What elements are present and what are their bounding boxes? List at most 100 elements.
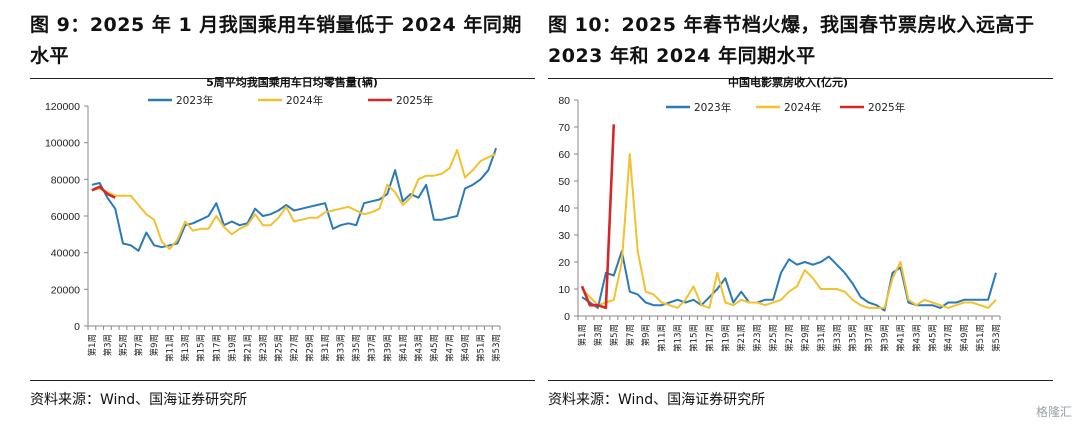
x-tick-label: 第47周	[444, 334, 455, 362]
x-tick-label: 第31周	[320, 334, 331, 362]
x-tick-label: 第27周	[289, 334, 300, 362]
x-tick-label: 第45周	[429, 334, 440, 362]
y-tick-label: 0	[74, 321, 80, 333]
series-line-2025年	[91, 185, 116, 199]
x-tick-label: 第3周	[593, 324, 604, 346]
x-tick-label: 第39周	[382, 334, 393, 362]
x-tick-label: 第17周	[211, 334, 222, 362]
legend-item: 2025年	[368, 94, 433, 107]
box-office-chart: 中国电影票房收入(亿元) 0 10 20 30 40 50 60 70 80 第1周 第3周 第5周 第7…	[558, 75, 1002, 352]
y-tick-label: 100000	[45, 138, 80, 150]
y-tick-label: 0	[564, 311, 570, 323]
x-tick-label: 第41周	[398, 334, 409, 362]
series-line-2025年	[580, 124, 616, 310]
x-tick-label: 第37周	[864, 324, 875, 352]
legend-item: 2024年	[756, 101, 821, 114]
x-tick-label: 第53周	[491, 334, 502, 362]
legend-label: 2023年	[694, 101, 731, 114]
source-left: 资料来源：Wind、国海证券研究所	[30, 392, 248, 408]
x-tick-label: 第17周	[704, 324, 715, 352]
x-tick-label: 第7周	[625, 324, 636, 346]
x-tick-label: 第19周	[227, 334, 238, 362]
x-tick-label: 第11周	[657, 324, 668, 352]
bottom-rule-left	[30, 380, 535, 381]
legend-label: 2025年	[868, 101, 905, 114]
x-tick-label: 第5周	[609, 324, 620, 346]
figure-title-right: 图 10：2025 年春节档火爆，我国春节票房收入远高于 2023 年和 202…	[548, 14, 1035, 67]
car-sales-chart: 5周平均我国乘用车日均零售量(辆) 0 20000 40000 60000 80000 10…	[45, 75, 502, 362]
x-tick-label: 第7周	[134, 334, 145, 356]
x-tick-label: 第15周	[688, 324, 699, 352]
series-line-2024年	[91, 149, 497, 250]
x-tick-label: 第47周	[943, 324, 954, 352]
left-panel: 图 9：2025 年 1 月我国乘用车销量低于 2024 年同期水平 5周平均我…	[30, 0, 545, 426]
x-tick-label: 第29周	[305, 334, 316, 362]
y-tick-label: 30	[558, 230, 570, 242]
top-rule-left	[30, 78, 535, 79]
x-tick-label: 第23周	[752, 324, 763, 352]
x-tick-label: 第1周	[87, 334, 98, 356]
chart-title: 5周平均我国乘用车日均零售量(辆)	[206, 75, 378, 89]
legend-item: 2023年	[666, 101, 731, 114]
y-tick-label: 20000	[51, 284, 80, 296]
x-tick-label: 第33周	[336, 334, 347, 362]
series-line-2024年	[581, 153, 997, 309]
legend-label: 2024年	[286, 94, 323, 107]
x-tick-label: 第53周	[991, 324, 1002, 352]
x-tick-label: 第15周	[196, 334, 207, 362]
figure-title-left: 图 9：2025 年 1 月我国乘用车销量低于 2024 年同期水平	[30, 14, 522, 67]
x-tick-label: 第43周	[413, 334, 424, 362]
x-tick-label: 第23周	[258, 334, 269, 362]
x-tick-label: 第51周	[476, 334, 487, 362]
x-tick-label: 第21周	[736, 324, 747, 352]
y-tick-label: 80000	[51, 174, 80, 186]
series-line-2023年	[91, 147, 498, 252]
x-tick-label: 第9周	[149, 334, 160, 356]
x-tick-label: 第25周	[273, 334, 284, 362]
x-tick-label: 第29周	[800, 324, 811, 352]
top-rule-right	[548, 78, 1053, 79]
y-tick-label: 10	[558, 284, 570, 296]
y-tick-label: 40	[558, 203, 570, 215]
legend-item: 2025年	[840, 101, 905, 114]
source-right: 资料来源：Wind、国海证券研究所	[548, 392, 766, 408]
x-tick-label: 第31周	[816, 324, 827, 352]
x-tick-label: 第33周	[832, 324, 843, 352]
y-tick-label: 40000	[51, 248, 80, 260]
right-panel: 图 10：2025 年春节档火爆，我国春节票房收入远高于 2023 年和 202…	[548, 0, 1063, 426]
x-tick-label: 第13周	[673, 324, 684, 352]
y-tick-label: 50	[558, 176, 570, 188]
series-line-2023年	[581, 250, 997, 312]
legend-label: 2024年	[784, 101, 821, 114]
x-tick-label: 第35周	[848, 324, 859, 352]
x-tick-label: 第13周	[180, 334, 191, 362]
x-tick-label: 第25周	[768, 324, 779, 352]
x-tick-label: 第5周	[118, 334, 129, 356]
x-tick-label: 第45周	[927, 324, 938, 352]
x-tick-label: 第41周	[895, 324, 906, 352]
legend-label: 2023年	[176, 94, 213, 107]
x-tick-label: 第43周	[911, 324, 922, 352]
x-tick-label: 第37周	[367, 334, 378, 362]
x-tick-label: 第19周	[720, 324, 731, 352]
y-tick-label: 60	[558, 149, 570, 161]
x-tick-label: 第39周	[880, 324, 891, 352]
y-tick-label: 80	[558, 95, 570, 107]
legend-item: 2024年	[258, 94, 323, 107]
y-tick-label: 60000	[51, 211, 80, 223]
x-tick-label: 第49周	[959, 324, 970, 352]
bottom-rule-right	[548, 380, 1053, 381]
x-tick-label: 第1周	[577, 324, 588, 346]
watermark: 格隆汇	[1035, 405, 1072, 419]
x-tick-label: 第9周	[641, 324, 652, 346]
y-tick-label: 70	[558, 122, 570, 134]
x-tick-label: 第21周	[242, 334, 253, 362]
x-tick-label: 第49周	[460, 334, 471, 362]
legend-item: 2023年	[148, 94, 213, 107]
x-tick-label: 第51周	[975, 324, 986, 352]
y-tick-label: 20	[558, 257, 570, 269]
legend-label: 2025年	[396, 94, 433, 107]
x-tick-label: 第27周	[784, 324, 795, 352]
y-tick-label: 120000	[45, 101, 80, 113]
x-tick-label: 第11周	[165, 334, 176, 362]
